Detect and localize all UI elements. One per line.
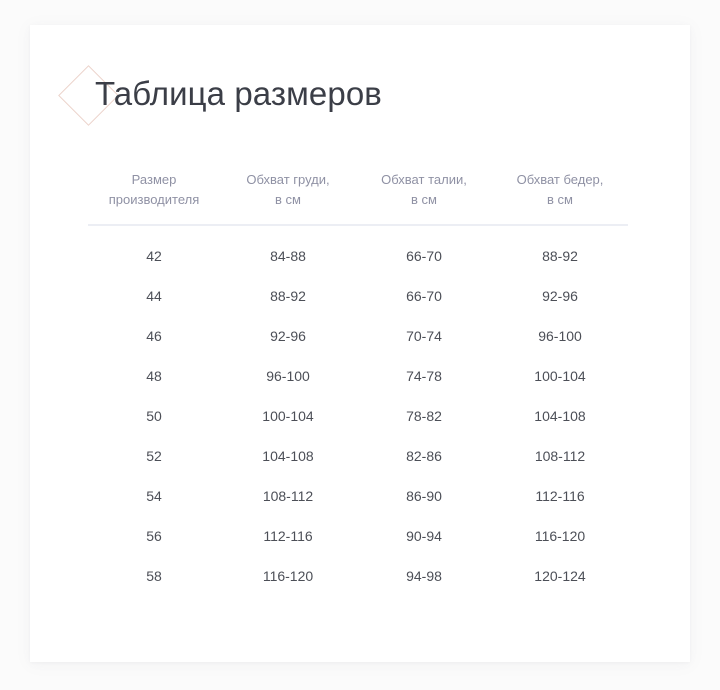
column-header-size-line1: Размер	[131, 172, 177, 187]
cell-chest: 104-108	[262, 448, 314, 464]
table-row: 46 92-96 70-74 96-100	[88, 316, 628, 356]
table-header: Размер производителя Обхват груди, в см …	[88, 170, 628, 226]
cell-waist: 82-86	[406, 448, 442, 464]
cell-size: 52	[146, 448, 162, 464]
table-row: 58 116-120 94-98 120-124	[88, 556, 628, 596]
size-chart-card: Таблица размеров Размер производителя Об…	[30, 25, 690, 662]
cell-hips: 104-108	[534, 408, 586, 424]
cell-size: 54	[146, 488, 162, 504]
cell-waist: 66-70	[406, 288, 442, 304]
table-row: 42 84-88 66-70 88-92	[88, 225, 628, 276]
cell-chest: 100-104	[262, 408, 314, 424]
cell-chest: 112-116	[263, 528, 313, 544]
cell-waist: 90-94	[406, 528, 442, 544]
cell-chest: 84-88	[270, 248, 306, 264]
cell-hips: 92-96	[542, 288, 578, 304]
cell-waist: 66-70	[406, 248, 442, 264]
column-header-chest: Обхват груди, в см	[220, 170, 356, 226]
cell-chest: 96-100	[266, 368, 310, 384]
table-body: 42 84-88 66-70 88-92 44 88-92 66-70 92-9…	[88, 225, 628, 596]
cell-size: 58	[146, 568, 162, 584]
column-header-size: Размер производителя	[88, 170, 220, 226]
column-header-hips-line2: в см	[547, 192, 573, 207]
cell-size: 44	[146, 288, 162, 304]
cell-waist: 86-90	[406, 488, 442, 504]
cell-hips: 112-116	[535, 488, 585, 504]
cell-hips: 88-92	[542, 248, 578, 264]
cell-size: 46	[146, 328, 162, 344]
cell-size: 48	[146, 368, 162, 384]
cell-waist: 74-78	[406, 368, 442, 384]
table-row: 50 100-104 78-82 104-108	[88, 396, 628, 436]
column-header-waist-line1: Обхват талии,	[381, 172, 467, 187]
cell-size: 50	[146, 408, 162, 424]
size-table-wrapper: Размер производителя Обхват груди, в см …	[88, 170, 628, 596]
cell-chest: 116-120	[262, 568, 314, 584]
cell-waist: 94-98	[406, 568, 442, 584]
column-header-waist-line2: в см	[411, 192, 437, 207]
cell-hips: 96-100	[538, 328, 582, 344]
column-header-waist: Обхват талии, в см	[356, 170, 492, 226]
table-header-row: Размер производителя Обхват груди, в см …	[88, 170, 628, 226]
column-header-chest-line1: Обхват груди,	[246, 172, 330, 187]
cell-size: 56	[146, 528, 162, 544]
table-row: 44 88-92 66-70 92-96	[88, 276, 628, 316]
cell-chest: 108-112	[262, 488, 314, 504]
table-row: 56 112-116 90-94 116-120	[88, 516, 628, 556]
cell-hips: 120-124	[534, 568, 586, 584]
size-table: Размер производителя Обхват груди, в см …	[88, 170, 628, 596]
column-header-hips-line1: Обхват бедер,	[516, 172, 604, 187]
column-header-hips: Обхват бедер, в см	[492, 170, 628, 226]
table-row: 52 104-108 82-86 108-112	[88, 436, 628, 476]
column-header-size-line2: производителя	[108, 192, 200, 207]
cell-chest: 92-96	[270, 328, 306, 344]
cell-hips: 100-104	[534, 368, 586, 384]
cell-hips: 116-120	[534, 528, 586, 544]
page-title: Таблица размеров	[95, 75, 382, 112]
cell-waist: 70-74	[406, 328, 442, 344]
cell-size: 42	[146, 248, 162, 264]
column-header-chest-line2: в см	[275, 192, 301, 207]
cell-waist: 78-82	[406, 408, 442, 424]
cell-chest: 88-92	[270, 288, 306, 304]
table-row: 54 108-112 86-90 112-116	[88, 476, 628, 516]
table-row: 48 96-100 74-78 100-104	[88, 356, 628, 396]
cell-hips: 108-112	[534, 448, 586, 464]
